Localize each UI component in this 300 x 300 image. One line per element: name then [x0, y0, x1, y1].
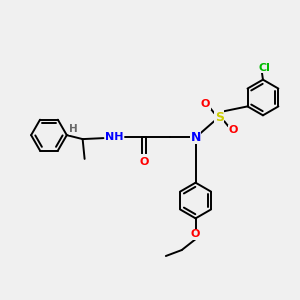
- Text: Cl: Cl: [259, 63, 271, 73]
- Text: N: N: [190, 130, 201, 144]
- Text: O: O: [229, 125, 238, 135]
- Text: S: S: [215, 111, 224, 124]
- Text: O: O: [201, 99, 210, 110]
- Text: H: H: [69, 124, 78, 134]
- Text: O: O: [140, 157, 149, 167]
- Text: O: O: [191, 229, 200, 239]
- Text: NH: NH: [105, 132, 124, 142]
